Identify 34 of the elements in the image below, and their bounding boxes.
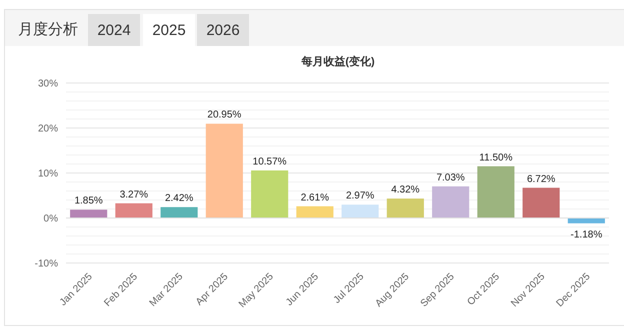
- data-label: 10.57%: [252, 156, 287, 168]
- bar: [70, 210, 108, 218]
- data-label: 4.32%: [391, 184, 420, 196]
- bar: [251, 170, 288, 218]
- data-label: -1.18%: [570, 229, 602, 240]
- text: 月度分析: [18, 21, 78, 38]
- data-label: 3.27%: [120, 189, 148, 200]
- bar: [477, 166, 514, 218]
- text: 2026: [206, 22, 240, 39]
- data-label: 2.42%: [164, 193, 194, 204]
- data-label: 20.95%: [207, 110, 242, 121]
- y-tick-label: 20%: [38, 124, 58, 134]
- bar: [342, 204, 379, 218]
- y-tick-label: -10%: [34, 258, 58, 270]
- data-label: 2.97%: [346, 190, 374, 202]
- text: 2024: [97, 22, 131, 39]
- data-label: 11.50%: [479, 152, 513, 164]
- text: 2025: [152, 22, 186, 39]
- y-tick-label: 30%: [38, 78, 58, 90]
- bar: [386, 198, 424, 218]
- bar: [432, 186, 470, 218]
- data-label: 7.03%: [436, 172, 465, 184]
- bar: [206, 124, 243, 218]
- data-label: 2.61%: [300, 192, 330, 204]
- data-label: 6.72%: [526, 174, 556, 185]
- chart-title: 每月收益(变化): [300, 55, 375, 68]
- bar: [296, 206, 334, 218]
- bar: [568, 218, 605, 224]
- y-tick-label: 0%: [44, 214, 58, 224]
- y-tick-label: 10%: [38, 168, 58, 180]
- data-label: 1.85%: [74, 196, 103, 207]
- bar: [522, 188, 560, 218]
- bar: [160, 207, 198, 218]
- bar: [115, 203, 152, 218]
